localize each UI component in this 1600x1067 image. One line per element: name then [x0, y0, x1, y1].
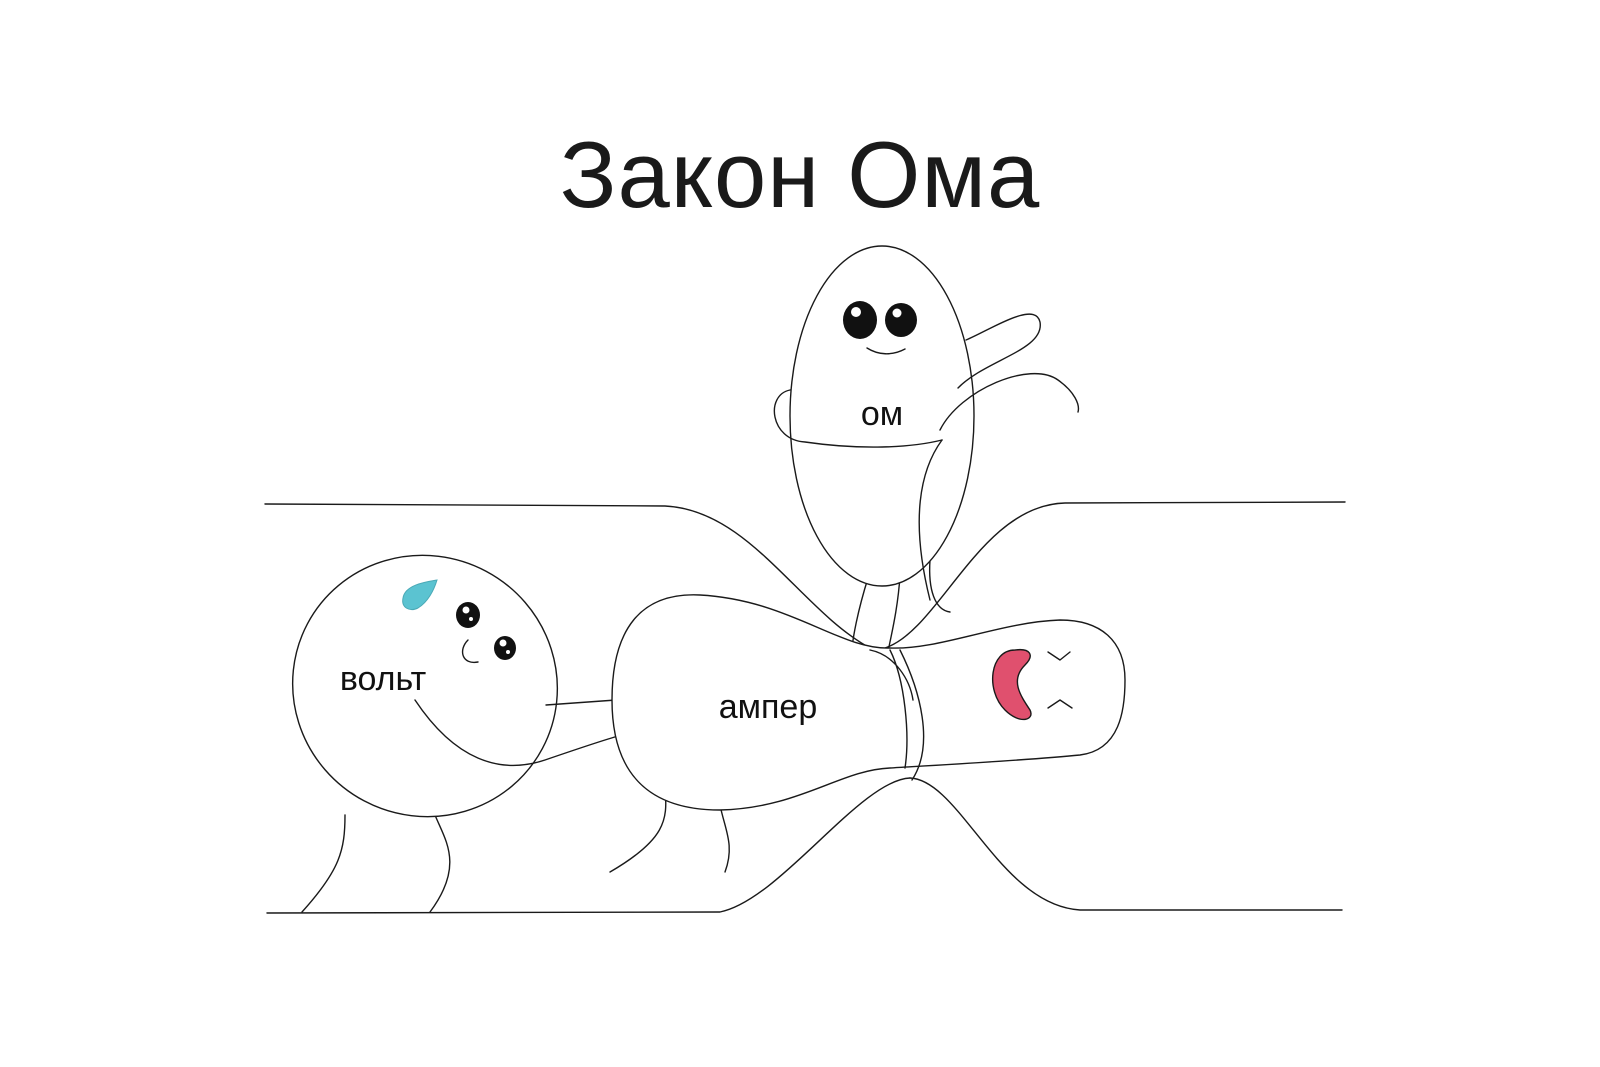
wire-top-right — [884, 501, 1346, 649]
ampere-body — [611, 594, 1126, 811]
ampere-waist-band — [869, 649, 925, 781]
page-title: Закон Ома — [559, 122, 1041, 227]
ohm-eye-right — [885, 303, 917, 337]
volt-arm-bottom — [414, 699, 623, 767]
ohm-leg-right — [887, 574, 901, 653]
ohm-mouth — [866, 347, 906, 355]
volt-eye-left — [456, 602, 480, 628]
volt-leg-back — [301, 814, 346, 913]
wire-bottom-left — [266, 777, 911, 914]
ampere-leg-front — [719, 804, 730, 873]
volt-mouth — [461, 639, 479, 664]
wire-bottom-right — [909, 777, 1343, 911]
ohm-body — [789, 245, 975, 587]
ohm-arm-right — [918, 313, 1080, 601]
ampere-character: ампер — [609, 594, 1126, 873]
volt-arm-top — [545, 699, 617, 706]
ohm-leg-left — [851, 577, 869, 653]
volt-leg-front — [429, 814, 451, 913]
volt-character: вольт — [291, 554, 623, 913]
ohm-character: ом — [773, 245, 1080, 653]
conductor-wire — [264, 501, 1346, 914]
ampere-eye-bottom — [1047, 699, 1073, 709]
ampere-mouth — [991, 648, 1032, 721]
ohm-eye-left — [843, 301, 877, 339]
ampere-eye-top — [1047, 651, 1071, 661]
ohm-label: ом — [861, 395, 903, 433]
volt-label: вольт — [340, 660, 426, 698]
volt-body — [291, 554, 559, 818]
sweat-drop-icon — [402, 579, 438, 611]
ohm-leg-back — [928, 559, 951, 613]
ampere-label: ампер — [719, 688, 818, 726]
ampere-leg-back — [609, 789, 667, 873]
wire-top-left — [264, 503, 871, 649]
volt-eye-right — [494, 636, 516, 660]
ohm-arm-left — [773, 389, 943, 448]
